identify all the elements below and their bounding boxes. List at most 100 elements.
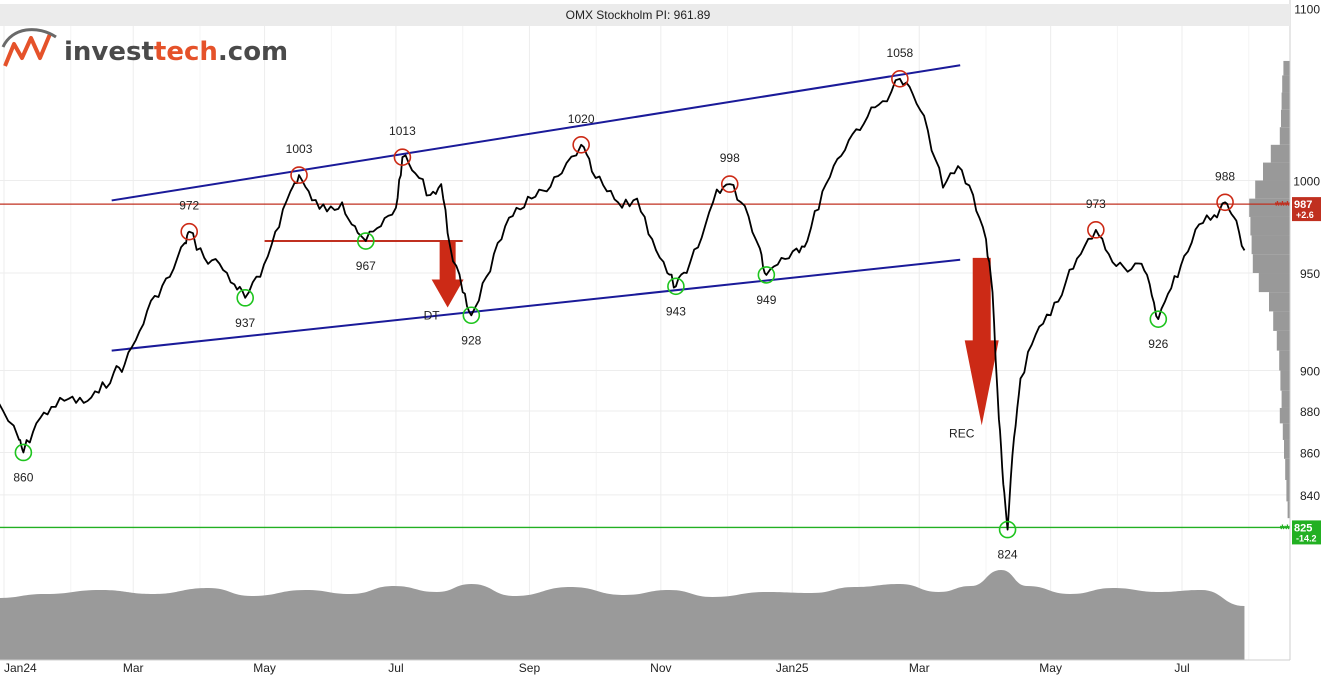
bottom-label: 928 (461, 333, 481, 347)
top-label: 988 (1215, 169, 1235, 183)
level-price-tag: 987 (1294, 199, 1312, 211)
bottom-label: 949 (756, 293, 776, 307)
bottom-label: 926 (1148, 337, 1168, 351)
volume-profile-bar (1279, 127, 1290, 145)
volume-profile-bar (1285, 458, 1290, 480)
volume-profile-bar (1280, 370, 1290, 391)
y-tick-label: 950 (1300, 267, 1320, 281)
bottom-label: 824 (998, 548, 1018, 562)
x-tick-label: Jul (388, 661, 403, 675)
top-marker (1216, 193, 1234, 212)
volume-profile-bar (1283, 60, 1290, 76)
price-series (0, 77, 1246, 531)
top-label: 1003 (286, 142, 313, 156)
level-change-tag: -14.2 (1296, 533, 1317, 543)
bottom-marker (757, 266, 776, 284)
volume-profile-bar (1269, 292, 1290, 312)
signal-arrow-label: REC (949, 426, 975, 440)
title-bar (0, 4, 1290, 26)
y-tick-label: 860 (1300, 446, 1320, 460)
top-label: 1020 (568, 112, 595, 126)
x-tick-label: May (253, 661, 276, 675)
top-label: 1058 (887, 46, 914, 60)
volume-profile-bar (1281, 390, 1290, 408)
trend-channel (111, 64, 961, 352)
bottom-marker (1149, 310, 1168, 328)
top-marker (891, 70, 909, 88)
volume-profile-bar (1252, 254, 1290, 274)
level-tag-background (1292, 520, 1321, 545)
bottom-label: 967 (356, 259, 376, 273)
y-tick-label: 840 (1300, 489, 1320, 503)
top-marker (393, 148, 412, 167)
volume-profile-bar (1284, 439, 1290, 459)
chart-title: OMX Stockholm PI: 961.89 (566, 8, 711, 22)
top-marker (720, 175, 739, 193)
logo-text: investtech.com (64, 37, 288, 67)
volume-profile-bar (1279, 350, 1290, 371)
top-marker (1087, 221, 1105, 239)
bottom-marker (14, 443, 33, 462)
top-marker (572, 135, 590, 154)
x-tick-label: Sep (519, 661, 541, 675)
bottom-label: 943 (666, 304, 686, 318)
volume-profile-bar (1255, 180, 1290, 199)
y-tick-label: 1000 (1293, 175, 1320, 189)
y-tick-label: 1100 (1294, 3, 1320, 17)
signal-arrow-label: DT (424, 308, 441, 322)
bottom-marker (667, 277, 685, 296)
volume-profile-bar (1263, 162, 1290, 181)
volume-profile-bar (1286, 479, 1290, 502)
volume-profile-bar (1250, 216, 1290, 236)
bottom-label: 860 (13, 470, 33, 484)
volume-profile-bar (1276, 330, 1290, 351)
extreme-markers: 860 972 937 1003 967 1013 928 1020 943 998 949 1058… (13, 46, 1235, 562)
signal-arrow (964, 257, 999, 426)
level-stars: ** (1280, 521, 1291, 536)
level-stars: *** (1275, 198, 1291, 213)
bottom-marker (462, 306, 481, 325)
x-tick-label: Jul (1174, 661, 1189, 675)
channel-upper-line (111, 64, 961, 202)
x-tick-label: Jan24 (4, 661, 37, 675)
volume-profile (1249, 60, 1290, 519)
bottom-marker (236, 289, 254, 307)
channel-lower-line (111, 258, 961, 352)
volume-profile-bar (1270, 144, 1290, 163)
volume-area-shape (0, 570, 1245, 660)
x-tick-label: Mar (123, 661, 144, 675)
y-tick-label: 880 (1300, 405, 1320, 419)
volume-profile-bar (1282, 75, 1290, 93)
bottom-marker (998, 520, 1017, 539)
x-tick-label: May (1039, 661, 1062, 675)
level-tag-background (1292, 197, 1321, 222)
volume-profile-bar (1287, 501, 1290, 519)
volume-profile-bar (1249, 198, 1290, 217)
level-change-tag: +2.6 (1296, 210, 1314, 220)
volume-profile-bar (1282, 423, 1290, 440)
investtech-logo: investtech.com (1, 28, 288, 67)
grid (0, 26, 1290, 660)
logo-arc-icon (1, 28, 57, 48)
support-resistance-lines: *** 987+2.6 ** 825-14.2 (0, 197, 1321, 545)
logo-zigzag-icon (3, 33, 52, 67)
top-label: 973 (1086, 197, 1106, 211)
x-tick-label: Jan25 (776, 661, 809, 675)
top-marker (180, 222, 199, 241)
x-tick-label: Nov (650, 661, 671, 675)
signal-arrow (431, 241, 464, 308)
volume-profile-bar (1281, 109, 1290, 128)
volume-profile-bar (1258, 273, 1290, 293)
volume-profile-bar (1251, 235, 1290, 255)
signal-arrows: DT REC (424, 241, 999, 440)
top-label: 972 (179, 199, 199, 213)
bottom-label: 937 (235, 316, 255, 330)
volume-area (0, 570, 1245, 660)
top-label: 998 (720, 151, 740, 165)
y-tick-label: 900 (1300, 365, 1320, 379)
volume-profile-bar (1281, 92, 1290, 110)
top-marker (290, 166, 308, 184)
